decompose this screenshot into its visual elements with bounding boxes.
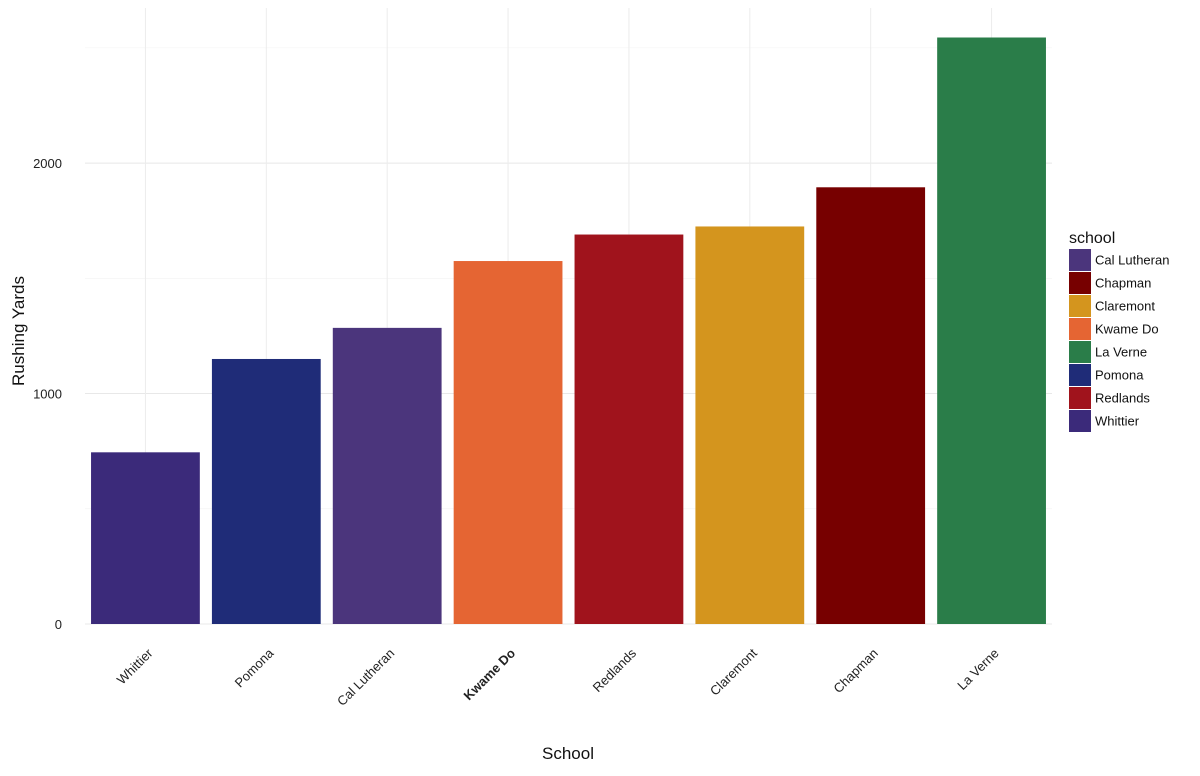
x-tick-label: Cal Lutheran (334, 646, 397, 709)
legend-title: school (1069, 230, 1115, 247)
legend-label: La Verne (1095, 345, 1147, 360)
legend-swatch (1069, 387, 1091, 409)
legend-swatch (1069, 249, 1091, 271)
legend-label: Redlands (1095, 391, 1150, 406)
x-tick-label: Redlands (590, 645, 640, 695)
x-tick-label: Chapman (830, 646, 880, 696)
legend-swatch (1069, 410, 1091, 432)
x-tick-label: Whittier (114, 645, 156, 687)
bar (695, 226, 805, 625)
y-tick-label: 2000 (33, 156, 62, 171)
bar (453, 261, 563, 624)
y-tick-label: 0 (55, 617, 62, 632)
y-axis-title: Rushing Yards (9, 276, 28, 386)
x-axis-title: School (542, 744, 594, 763)
legend-swatch (1069, 272, 1091, 294)
legend-label: Claremont (1095, 299, 1155, 314)
legend-label: Chapman (1095, 276, 1151, 291)
legend-swatch (1069, 318, 1091, 340)
x-axis-ticks: Whittier Pomona Cal Lutheran Kwame Do Redlan… (114, 645, 1002, 709)
x-tick-label: Kwame Do (461, 645, 519, 703)
legend-label: Whittier (1095, 414, 1140, 429)
bar (574, 234, 684, 624)
legend-label: Pomona (1095, 368, 1144, 383)
x-tick-label: Pomona (232, 645, 277, 690)
x-tick-label: Claremont (707, 645, 760, 698)
y-tick-label: 1000 (33, 387, 62, 402)
legend-label: Kwame Do (1095, 322, 1159, 337)
legend: school Cal Lutheran Chapman Claremont Kwame… (1069, 230, 1169, 432)
bar (816, 187, 926, 624)
bar (91, 452, 200, 624)
legend-swatch (1069, 364, 1091, 386)
bar (937, 37, 1046, 625)
bar (211, 358, 321, 624)
legend-label: Cal Lutheran (1095, 253, 1169, 268)
y-axis-ticks: 0 1000 2000 (33, 156, 62, 632)
bars (91, 37, 1046, 625)
legend-swatch (1069, 295, 1091, 317)
x-tick-label: La Verne (954, 646, 1001, 693)
legend-swatch (1069, 341, 1091, 363)
bar (332, 327, 442, 624)
